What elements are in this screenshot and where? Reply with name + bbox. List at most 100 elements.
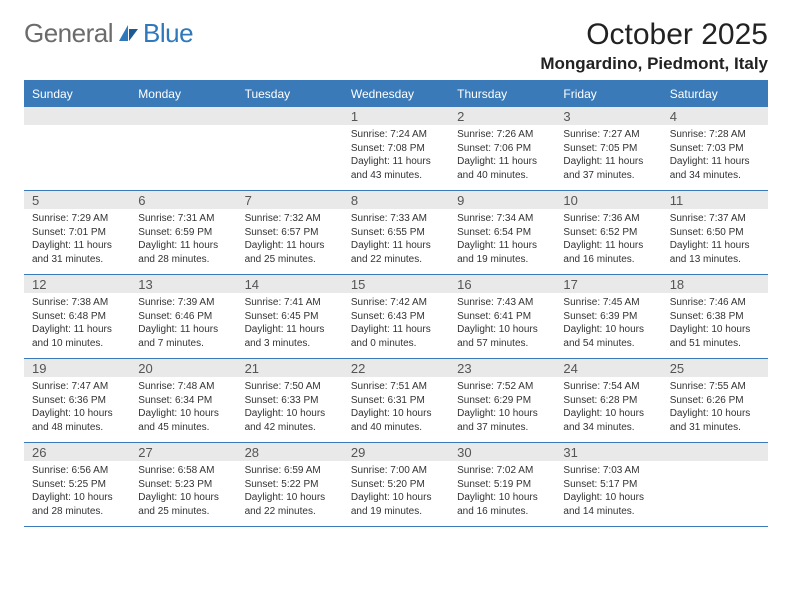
calendar-table: Sunday Monday Tuesday Wednesday Thursday…	[24, 82, 768, 527]
dow-tue: Tuesday	[237, 82, 343, 107]
day-cell: Sunrise: 7:36 AMSunset: 6:52 PMDaylight:…	[555, 209, 661, 275]
day-cell: Sunrise: 7:55 AMSunset: 6:26 PMDaylight:…	[662, 377, 768, 443]
sunset-text: Sunset: 6:55 PM	[351, 226, 441, 240]
day-number	[24, 107, 130, 126]
sunset-text: Sunset: 5:19 PM	[457, 478, 547, 492]
day-number: 24	[555, 359, 661, 378]
day1-text: Daylight: 10 hours	[245, 407, 335, 421]
day1-text: Daylight: 10 hours	[32, 491, 122, 505]
day1-text: Daylight: 11 hours	[670, 155, 760, 169]
sunset-text: Sunset: 6:54 PM	[457, 226, 547, 240]
day2-text: and 19 minutes.	[351, 505, 441, 519]
week-body-row: Sunrise: 7:47 AMSunset: 6:36 PMDaylight:…	[24, 377, 768, 443]
day-cell: Sunrise: 7:00 AMSunset: 5:20 PMDaylight:…	[343, 461, 449, 527]
day2-text: and 37 minutes.	[563, 169, 653, 183]
day-cell: Sunrise: 7:41 AMSunset: 6:45 PMDaylight:…	[237, 293, 343, 359]
sunrise-text: Sunrise: 7:33 AM	[351, 212, 441, 226]
dow-fri: Friday	[555, 82, 661, 107]
day-number: 7	[237, 191, 343, 210]
day-number: 23	[449, 359, 555, 378]
sunset-text: Sunset: 5:20 PM	[351, 478, 441, 492]
day-cell	[24, 125, 130, 191]
day-number: 20	[130, 359, 236, 378]
day1-text: Daylight: 11 hours	[351, 239, 441, 253]
day-cell: Sunrise: 7:45 AMSunset: 6:39 PMDaylight:…	[555, 293, 661, 359]
sunset-text: Sunset: 6:39 PM	[563, 310, 653, 324]
day1-text: Daylight: 11 hours	[245, 323, 335, 337]
day1-text: Daylight: 11 hours	[670, 239, 760, 253]
sunrise-text: Sunrise: 7:32 AM	[245, 212, 335, 226]
day-number: 19	[24, 359, 130, 378]
week-daynum-row: 12131415161718	[24, 275, 768, 294]
day-number: 27	[130, 443, 236, 462]
sunset-text: Sunset: 6:33 PM	[245, 394, 335, 408]
location-label: Mongardino, Piedmont, Italy	[540, 54, 768, 74]
day2-text: and 34 minutes.	[563, 421, 653, 435]
day-number: 18	[662, 275, 768, 294]
day1-text: Daylight: 11 hours	[563, 239, 653, 253]
sunset-text: Sunset: 6:26 PM	[670, 394, 760, 408]
day1-text: Daylight: 10 hours	[351, 491, 441, 505]
day1-text: Daylight: 10 hours	[457, 323, 547, 337]
day1-text: Daylight: 11 hours	[351, 155, 441, 169]
sunrise-text: Sunrise: 7:29 AM	[32, 212, 122, 226]
day2-text: and 28 minutes.	[138, 253, 228, 267]
day2-text: and 13 minutes.	[670, 253, 760, 267]
sunset-text: Sunset: 7:03 PM	[670, 142, 760, 156]
day1-text: Daylight: 10 hours	[563, 323, 653, 337]
day-cell: Sunrise: 7:27 AMSunset: 7:05 PMDaylight:…	[555, 125, 661, 191]
calendar-container: Sunday Monday Tuesday Wednesday Thursday…	[24, 80, 768, 527]
day1-text: Daylight: 10 hours	[138, 491, 228, 505]
sunrise-text: Sunrise: 7:48 AM	[138, 380, 228, 394]
day2-text: and 25 minutes.	[245, 253, 335, 267]
day2-text: and 0 minutes.	[351, 337, 441, 351]
day-number: 31	[555, 443, 661, 462]
week-body-row: Sunrise: 7:38 AMSunset: 6:48 PMDaylight:…	[24, 293, 768, 359]
day-cell: Sunrise: 7:28 AMSunset: 7:03 PMDaylight:…	[662, 125, 768, 191]
sunset-text: Sunset: 7:05 PM	[563, 142, 653, 156]
sunset-text: Sunset: 6:41 PM	[457, 310, 547, 324]
day1-text: Daylight: 11 hours	[457, 155, 547, 169]
day-cell: Sunrise: 7:03 AMSunset: 5:17 PMDaylight:…	[555, 461, 661, 527]
day-number: 1	[343, 107, 449, 126]
week-body-row: Sunrise: 6:56 AMSunset: 5:25 PMDaylight:…	[24, 461, 768, 527]
day2-text: and 48 minutes.	[32, 421, 122, 435]
day2-text: and 22 minutes.	[245, 505, 335, 519]
sunset-text: Sunset: 6:34 PM	[138, 394, 228, 408]
day-cell: Sunrise: 6:58 AMSunset: 5:23 PMDaylight:…	[130, 461, 236, 527]
day2-text: and 57 minutes.	[457, 337, 547, 351]
brand-logo: General Blue	[24, 18, 193, 49]
day-number: 28	[237, 443, 343, 462]
sunset-text: Sunset: 5:23 PM	[138, 478, 228, 492]
sunrise-text: Sunrise: 7:39 AM	[138, 296, 228, 310]
day2-text: and 19 minutes.	[457, 253, 547, 267]
sunset-text: Sunset: 6:59 PM	[138, 226, 228, 240]
day2-text: and 31 minutes.	[670, 421, 760, 435]
day-number: 30	[449, 443, 555, 462]
day-cell: Sunrise: 7:43 AMSunset: 6:41 PMDaylight:…	[449, 293, 555, 359]
day2-text: and 34 minutes.	[670, 169, 760, 183]
sunrise-text: Sunrise: 7:50 AM	[245, 380, 335, 394]
sunrise-text: Sunrise: 7:47 AM	[32, 380, 122, 394]
sunset-text: Sunset: 6:38 PM	[670, 310, 760, 324]
day2-text: and 3 minutes.	[245, 337, 335, 351]
sunset-text: Sunset: 6:57 PM	[245, 226, 335, 240]
day1-text: Daylight: 11 hours	[563, 155, 653, 169]
day-number: 16	[449, 275, 555, 294]
sunrise-text: Sunrise: 7:55 AM	[670, 380, 760, 394]
day2-text: and 31 minutes.	[32, 253, 122, 267]
day-number: 17	[555, 275, 661, 294]
day-number: 6	[130, 191, 236, 210]
day1-text: Daylight: 10 hours	[457, 491, 547, 505]
day1-text: Daylight: 10 hours	[457, 407, 547, 421]
day2-text: and 40 minutes.	[457, 169, 547, 183]
sunset-text: Sunset: 6:28 PM	[563, 394, 653, 408]
day-number: 12	[24, 275, 130, 294]
sunrise-text: Sunrise: 7:46 AM	[670, 296, 760, 310]
day-cell: Sunrise: 7:51 AMSunset: 6:31 PMDaylight:…	[343, 377, 449, 443]
sunset-text: Sunset: 6:29 PM	[457, 394, 547, 408]
sunrise-text: Sunrise: 7:28 AM	[670, 128, 760, 142]
day1-text: Daylight: 11 hours	[32, 239, 122, 253]
day2-text: and 51 minutes.	[670, 337, 760, 351]
sunrise-text: Sunrise: 7:51 AM	[351, 380, 441, 394]
